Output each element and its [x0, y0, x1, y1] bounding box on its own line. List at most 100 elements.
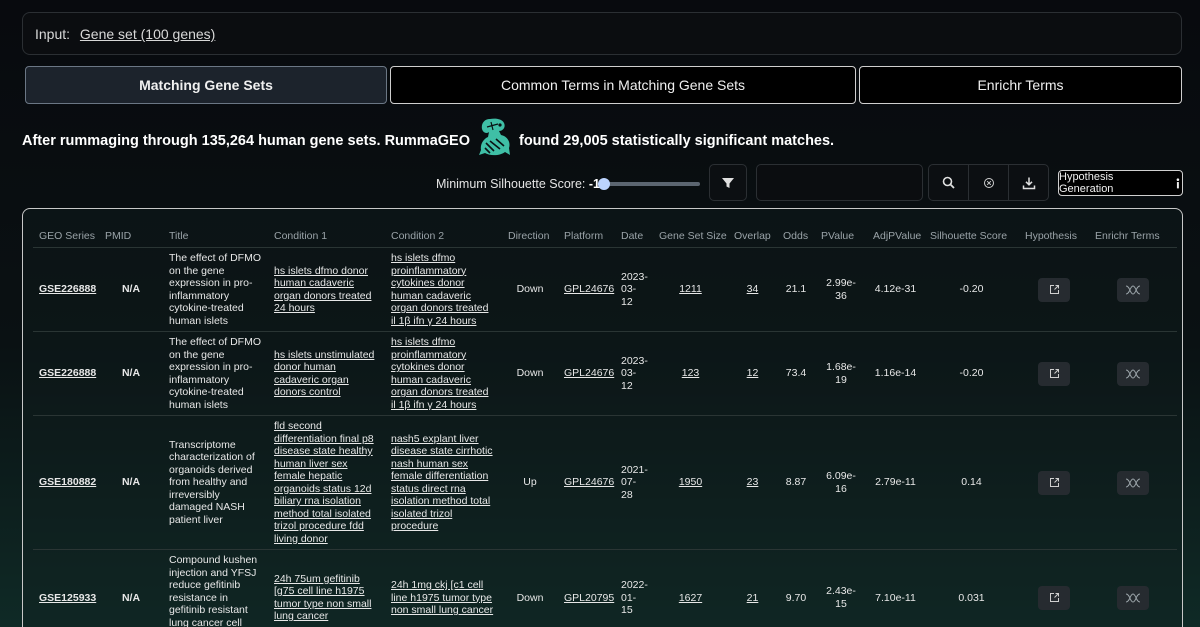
tab-common-terms[interactable]: Common Terms in Matching Gene Sets — [390, 66, 856, 104]
table-row: GSE226888 N/A The effect of DFMO on the … — [33, 331, 1177, 416]
title-cell: Transcriptome characterization of organo… — [169, 438, 255, 526]
external-link-icon — [1049, 369, 1059, 378]
enrichr-terms-button[interactable] — [1117, 277, 1149, 302]
silhouette-cell: -0.20 — [959, 367, 984, 380]
silhouette-cell: -0.20 — [959, 283, 984, 296]
external-link-icon — [1049, 285, 1059, 294]
overlap-link[interactable]: 21 — [746, 591, 759, 604]
odds-cell: 21.1 — [785, 283, 807, 296]
silhouette-cell: 0.031 — [958, 591, 985, 604]
silhouette-slider-label: Minimum Silhouette Score: -1 — [436, 177, 600, 191]
geo-series-link[interactable]: GSE125933 — [39, 591, 97, 604]
silhouette-cell: 0.14 — [961, 476, 982, 489]
geo-series-link[interactable]: GSE226888 — [39, 283, 97, 296]
input-gene-set-link[interactable]: Gene set (100 genes) — [79, 26, 216, 42]
hypothesis-button[interactable] — [1038, 277, 1070, 302]
enrichr-terms-button[interactable] — [1117, 361, 1149, 386]
search-icon — [942, 176, 955, 189]
odds-cell: 8.87 — [785, 476, 807, 489]
input-label: Input: — [35, 26, 71, 42]
enrichr-terms-button[interactable] — [1117, 470, 1149, 495]
col-header[interactable]: Direction — [508, 230, 550, 242]
col-header[interactable]: Silhouette Score — [930, 230, 1008, 242]
clear-search-button[interactable] — [969, 165, 1009, 200]
tab-enrichr-terms[interactable]: Enrichr Terms — [859, 66, 1182, 104]
tab-matching-gene-sets[interactable]: Matching Gene Sets — [25, 66, 387, 104]
condition2-link[interactable]: 24h 1mg ckj [c1 cell line h1975 tumor ty… — [391, 579, 494, 616]
dna-icon — [1125, 368, 1141, 379]
download-icon — [1022, 177, 1035, 189]
col-header[interactable]: Odds — [783, 230, 809, 242]
direction-cell: Up — [523, 476, 537, 489]
geo-series-link[interactable]: GSE180882 — [39, 476, 97, 489]
hypothesis-button[interactable] — [1038, 361, 1070, 386]
hypothesis-button[interactable] — [1038, 470, 1070, 495]
controls-bar: Minimum Silhouette Score: -1 — [0, 164, 1200, 202]
search-button-group — [928, 164, 1049, 201]
hypothesis-generation-label: Hypothesis Generation — [1059, 171, 1114, 195]
direction-cell: Down — [516, 367, 544, 380]
col-header[interactable]: Condition 2 — [391, 230, 445, 242]
gene-set-size-link[interactable]: 1627 — [678, 591, 703, 604]
table-row: GSE180882 N/A Transcriptome characteriza… — [33, 415, 1177, 550]
col-header[interactable]: Title — [169, 230, 189, 242]
platform-link[interactable]: GPL24676 — [564, 367, 615, 380]
results-summary: After rummaging through 135,264 human ge… — [22, 118, 835, 157]
odds-cell: 73.4 — [785, 367, 807, 380]
condition1-link[interactable]: fld second differentiation final p8 dise… — [274, 420, 374, 545]
platform-link[interactable]: GPL20795 — [564, 591, 615, 604]
col-header[interactable]: PMID — [105, 230, 132, 242]
date-cell: 2022-01-15 — [621, 579, 648, 616]
platform-link[interactable]: GPL24676 — [564, 283, 615, 296]
dna-icon — [1125, 593, 1141, 603]
condition2-link[interactable]: hs islets dfmo proinflammatory cytokines… — [391, 252, 489, 327]
dna-icon — [1125, 477, 1141, 488]
download-button[interactable] — [1009, 165, 1048, 200]
condition1-link[interactable]: 24h 75um gefitinib [g75 cell line h1975 … — [274, 572, 372, 623]
table-header-row: GEO Series PMID Title Condition 1 Condit… — [33, 225, 1177, 248]
pvalue-cell: 6.09e-16 — [826, 470, 856, 495]
dna-icon — [1125, 284, 1141, 295]
col-header[interactable]: Enrichr Terms — [1095, 230, 1160, 242]
hypothesis-generation-button[interactable]: Hypothesis Generation — [1058, 170, 1183, 196]
condition1-link[interactable]: hs islets dfmo donor human cadaveric org… — [274, 264, 372, 315]
pmid-cell: N/A — [121, 476, 141, 489]
silhouette-slider[interactable] — [598, 178, 700, 190]
gene-set-size-link[interactable]: 1950 — [678, 476, 703, 489]
results-table: GEO Series PMID Title Condition 1 Condit… — [33, 225, 1177, 627]
pvalue-cell: 1.68e-19 — [826, 361, 856, 386]
col-header[interactable]: Condition 1 — [274, 230, 328, 242]
enrichr-terms-button[interactable] — [1117, 585, 1149, 610]
direction-cell: Down — [516, 283, 544, 296]
clear-icon — [983, 177, 994, 188]
overlap-link[interactable]: 34 — [746, 283, 759, 296]
overlap-link[interactable]: 12 — [746, 367, 759, 380]
filter-button[interactable] — [709, 164, 747, 201]
search-input[interactable] — [756, 164, 923, 201]
hypothesis-button[interactable] — [1038, 585, 1070, 610]
platform-link[interactable]: GPL24676 — [564, 476, 615, 489]
external-link-icon — [1049, 593, 1059, 603]
pmid-cell: N/A — [121, 591, 141, 604]
gene-set-size-link[interactable]: 1211 — [679, 283, 702, 296]
slider-thumb[interactable] — [598, 178, 610, 190]
gene-set-size-link[interactable]: 123 — [681, 367, 700, 380]
condition1-link[interactable]: hs islets unstimulated donor human cadav… — [274, 348, 375, 399]
col-header[interactable]: AdjPValue — [873, 230, 922, 242]
col-header[interactable]: Overlap — [734, 230, 771, 242]
adjpvalue-cell: 2.79e-11 — [875, 476, 916, 489]
col-header[interactable]: Hypothesis — [1025, 230, 1077, 242]
col-header[interactable]: Gene Set Size — [659, 230, 727, 242]
overlap-link[interactable]: 23 — [746, 476, 759, 489]
geo-series-link[interactable]: GSE226888 — [39, 367, 97, 380]
summary-text-after: found 29,005 statistically significant m… — [519, 133, 835, 149]
adjpvalue-cell: 1.16e-14 — [874, 367, 917, 380]
condition2-link[interactable]: nash5 explant liver disease state cirrho… — [391, 432, 493, 533]
search-button[interactable] — [929, 165, 969, 200]
col-header[interactable]: Date — [621, 230, 644, 242]
condition2-link[interactable]: hs islets dfmo proinflammatory cytokines… — [391, 336, 489, 411]
col-header[interactable]: PValue — [821, 230, 855, 242]
filter-icon — [722, 177, 734, 188]
col-header[interactable]: GEO Series — [39, 230, 96, 242]
col-header[interactable]: Platform — [564, 230, 604, 242]
